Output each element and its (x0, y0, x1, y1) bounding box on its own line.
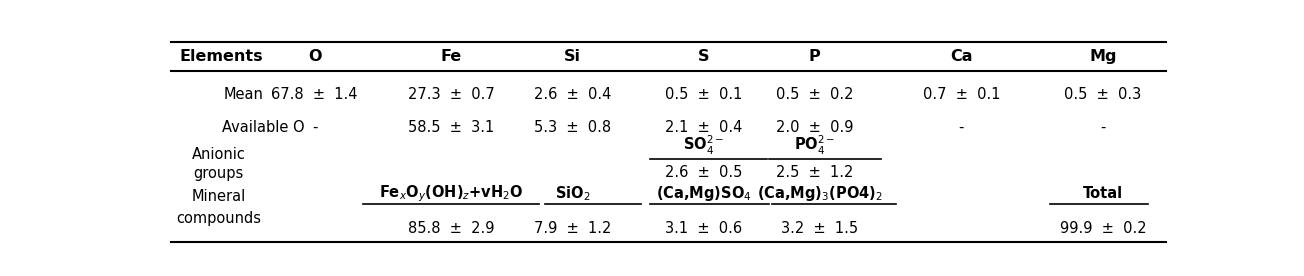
Text: Elements: Elements (180, 49, 263, 64)
Text: Anionic: Anionic (192, 147, 245, 162)
Text: -: - (958, 120, 964, 135)
Text: 5.3  ±  0.8: 5.3 ± 0.8 (533, 120, 610, 135)
Text: 2.6  ±  0.4: 2.6 ± 0.4 (533, 87, 612, 102)
Text: 3.1  ±  0.6: 3.1 ± 0.6 (665, 221, 742, 236)
Text: Si: Si (563, 49, 580, 64)
Text: P: P (808, 49, 820, 64)
Text: 0.7  ±  0.1: 0.7 ± 0.1 (923, 87, 1000, 102)
Text: Total: Total (1082, 186, 1123, 201)
Text: SiO$_2$: SiO$_2$ (554, 184, 589, 203)
Text: Mean: Mean (224, 87, 263, 102)
Text: 3.2  ±  1.5: 3.2 ± 1.5 (781, 221, 858, 236)
Text: SO$_4^{2-}$: SO$_4^{2-}$ (683, 134, 724, 157)
Text: 67.8  ±  1.4: 67.8 ± 1.4 (271, 87, 357, 102)
Text: groups: groups (193, 166, 244, 181)
Text: 7.9  ±  1.2: 7.9 ± 1.2 (533, 221, 612, 236)
Text: 0.5  ±  0.2: 0.5 ± 0.2 (776, 87, 854, 102)
Text: -: - (1101, 120, 1106, 135)
Text: 85.8  ±  2.9: 85.8 ± 2.9 (408, 221, 494, 236)
Text: O: O (308, 49, 321, 64)
Text: Fe$_x$O$_y$(OH)$_z$+vH$_2$O: Fe$_x$O$_y$(OH)$_z$+vH$_2$O (378, 183, 523, 204)
Text: -: - (312, 120, 317, 135)
Text: 2.6  ±  0.5: 2.6 ± 0.5 (665, 165, 742, 180)
Text: Fe: Fe (441, 49, 462, 64)
Text: Available O: Available O (222, 120, 304, 135)
Text: (Ca,Mg)$_3$(PO4)$_2$: (Ca,Mg)$_3$(PO4)$_2$ (756, 184, 883, 203)
Text: PO$_4^{2-}$: PO$_4^{2-}$ (794, 134, 836, 157)
Text: 2.1  ±  0.4: 2.1 ± 0.4 (665, 120, 742, 135)
Text: Mg: Mg (1089, 49, 1116, 64)
Text: Mineral: Mineral (192, 189, 245, 204)
Text: 2.5  ±  1.2: 2.5 ± 1.2 (776, 165, 854, 180)
Text: S: S (698, 49, 709, 64)
Text: 99.9  ±  0.2: 99.9 ± 0.2 (1060, 221, 1146, 236)
Text: (Ca,Mg)SO$_4$: (Ca,Mg)SO$_4$ (656, 184, 751, 203)
Text: 27.3  ±  0.7: 27.3 ± 0.7 (408, 87, 494, 102)
Text: 58.5  ±  3.1: 58.5 ± 3.1 (408, 120, 494, 135)
Text: Ca: Ca (951, 49, 973, 64)
Text: compounds: compounds (176, 211, 261, 225)
Text: 0.5  ±  0.1: 0.5 ± 0.1 (665, 87, 742, 102)
Text: 0.5  ±  0.3: 0.5 ± 0.3 (1064, 87, 1141, 102)
Text: 2.0  ±  0.9: 2.0 ± 0.9 (776, 120, 854, 135)
